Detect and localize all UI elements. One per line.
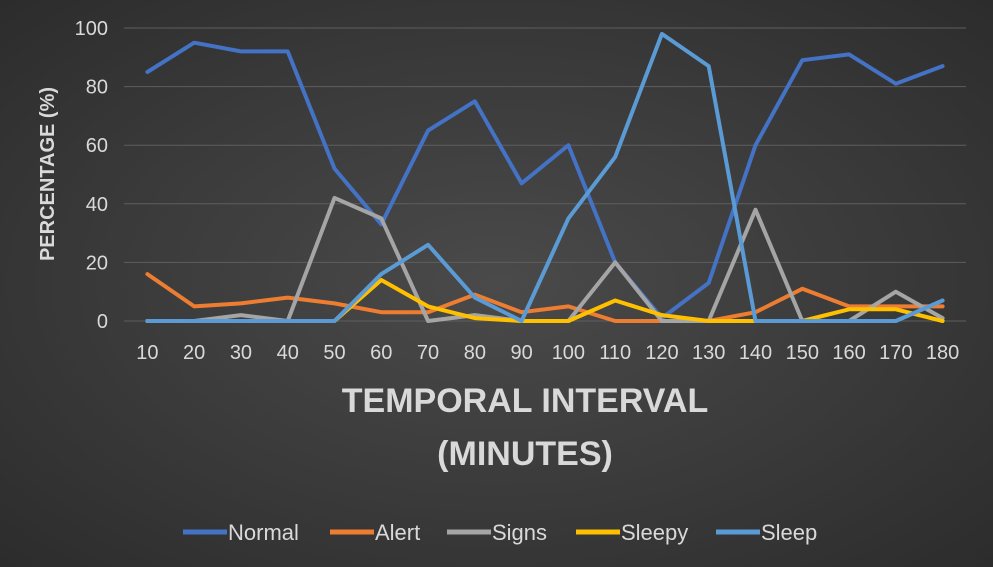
x-tick-label: 10 — [136, 342, 158, 364]
legend: Normal Alert Signs Sleepy Sleep — [183, 520, 817, 545]
x-tick-label: 50 — [323, 342, 345, 364]
x-tick-label: 150 — [786, 342, 819, 364]
y-tick-label: 60 — [86, 135, 108, 157]
series-line-normal — [145, 40, 945, 321]
y-tick-label: 80 — [86, 77, 108, 99]
series-lines — [145, 31, 945, 323]
legend-label: Signs — [492, 520, 547, 545]
legend-item-sleep: Sleep — [716, 520, 817, 545]
x-tick-label: 170 — [879, 342, 912, 364]
x-tick-label: 110 — [599, 342, 631, 364]
y-tick-label: 20 — [86, 252, 108, 274]
legend-item-alert: Alert — [330, 520, 420, 545]
x-tick-label: 100 — [552, 342, 585, 364]
series-line-sleep — [145, 31, 945, 323]
y-axis-ticks: 0 20 40 60 80 100 — [75, 18, 108, 333]
x-tick-label: 20 — [183, 342, 205, 364]
x-tick-label: 90 — [510, 342, 532, 364]
legend-label: Sleep — [761, 520, 817, 545]
series-line-alert — [145, 272, 945, 323]
legend-label: Normal — [228, 520, 299, 545]
x-axis-title-line-1: TEMPORAL INTERVAL — [342, 382, 708, 420]
x-tick-label: 130 — [692, 342, 725, 364]
x-tick-label: 120 — [645, 342, 678, 364]
gridlines — [124, 27, 966, 322]
legend-item-sleepy: Sleepy — [576, 520, 688, 545]
legend-item-normal: Normal — [183, 520, 299, 545]
legend-label: Alert — [375, 520, 420, 545]
x-tick-label: 160 — [832, 342, 865, 364]
legend-label: Sleepy — [621, 520, 688, 545]
y-tick-label: 0 — [97, 311, 108, 333]
y-tick-label: 100 — [75, 18, 108, 40]
x-axis-ticks: 10 20 30 40 50 60 70 80 90 100 110 120 130 140 150 160 1… — [136, 342, 959, 364]
x-tick-label: 40 — [277, 342, 299, 364]
y-axis-title: PERCENTAGE (%) — [37, 87, 59, 261]
x-axis-title-line-2: (MINUTES) — [437, 435, 613, 473]
legend-item-signs: Signs — [447, 520, 547, 545]
y-tick-label: 40 — [86, 194, 108, 216]
x-tick-label: 180 — [926, 342, 959, 364]
x-tick-label: 70 — [417, 342, 439, 364]
x-tick-label: 80 — [464, 342, 486, 364]
x-tick-label: 60 — [370, 342, 392, 364]
series-line-signs — [145, 195, 945, 323]
x-tick-label: 30 — [230, 342, 252, 364]
x-tick-label: 140 — [739, 342, 772, 364]
